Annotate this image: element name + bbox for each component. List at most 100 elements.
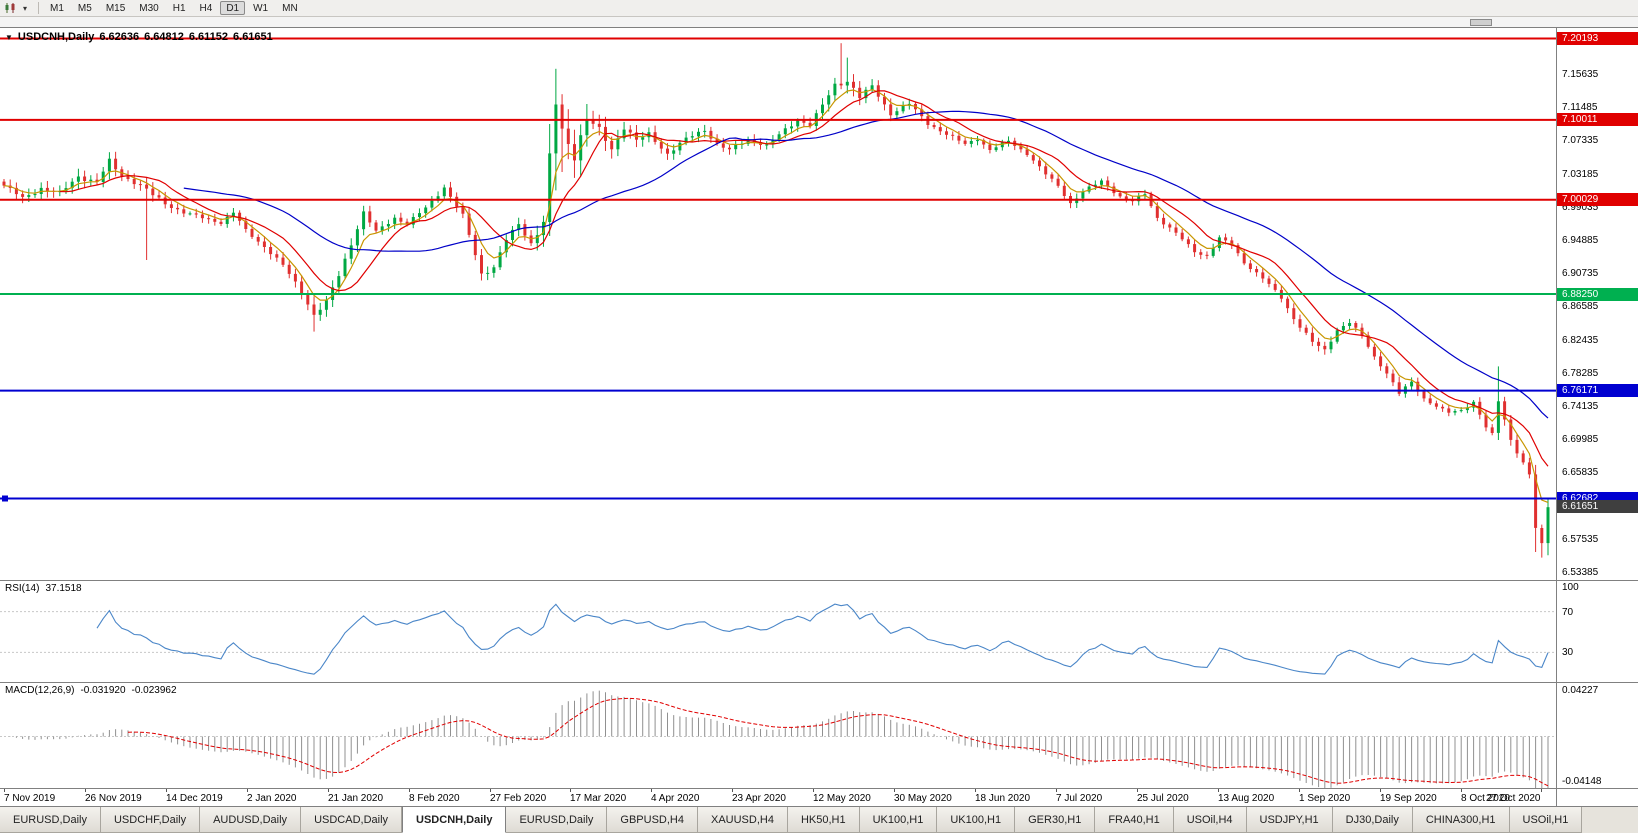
chart-tab-4-usdcnh-daily[interactable]: USDCNH,Daily <box>402 807 507 833</box>
macd-panel-plot[interactable]: MACD(12,26,9) -0.031920 -0.023962 <box>0 683 1556 788</box>
date-axis-row: 7 Nov 2019 26 Nov 2019 14 Dec 2019 2 Jan 20… <box>0 788 1638 806</box>
date-tick <box>813 789 814 792</box>
chart-tab-8-hk50-h1[interactable]: HK50,H1 <box>787 807 860 833</box>
date-tick <box>328 789 329 792</box>
date-axis-label: 27 Oct 2020 <box>1486 793 1541 804</box>
timeframe-button-m5[interactable]: M5 <box>77 3 92 14</box>
chart-type-dropdown-caret-icon[interactable]: ▾ <box>22 3 27 13</box>
chart-tab-11-ger30-h1[interactable]: GER30,H1 <box>1015 807 1096 833</box>
timeframe-button-d1[interactable]: D1 <box>220 1 246 15</box>
rsi-indicator-name: RSI(14) <box>5 583 40 594</box>
macd-indicator-name: MACD(12,26,9) <box>5 685 75 696</box>
hline-anchor-marker[interactable] <box>2 495 8 502</box>
chart-tab-13-usoil-h4[interactable]: USOil,H4 <box>1173 807 1247 833</box>
chart-tab-9-uk100-h1[interactable]: UK100,H1 <box>859 807 938 833</box>
price-axis-label: 6.57535 <box>1562 533 1599 545</box>
timeframe-button-m15[interactable]: M15 <box>105 3 126 14</box>
chart-tab-10-uk100-h1[interactable]: UK100,H1 <box>937 807 1016 833</box>
price-axis-label: 6.78285 <box>1562 367 1599 379</box>
date-axis-label: 25 Jul 2020 <box>1137 793 1189 804</box>
chart-tab-12-fra40-h1[interactable]: FRA40,H1 <box>1095 807 1174 833</box>
date-axis-label: 30 May 2020 <box>894 793 952 804</box>
price-tag-7.20193: 7.20193 <box>1557 31 1638 45</box>
timeframe-button-w1[interactable]: W1 <box>253 3 269 14</box>
price-axis-label: 6.86585 <box>1562 301 1599 313</box>
chart-tab-6-gbpusd-h4[interactable]: GBPUSD,H4 <box>607 807 698 833</box>
chart-type-icon[interactable] <box>3 2 19 15</box>
price-axis-label: 6.74135 <box>1562 400 1599 412</box>
macd-axis[interactable]: 0.04227 -0.04148 <box>1556 683 1638 788</box>
timeframe-button-h4[interactable]: H4 <box>199 3 213 14</box>
price-axis-label: 6.99035 <box>1562 201 1599 213</box>
chart-tab-15-dj30-daily[interactable]: DJ30,Daily <box>1332 807 1413 833</box>
top-toolbar: ▾ M1 M5 M15 M30 H1 H4 D1 W1 MN <box>0 0 1638 17</box>
ohlc-close: 6.61651 <box>233 31 273 43</box>
timeframe-button-h1[interactable]: H1 <box>172 3 186 14</box>
date-axis-label: 8 Oct 2020 <box>1461 793 1510 804</box>
date-axis-label: 4 Apr 2020 <box>651 793 700 804</box>
date-axis-label: 17 Mar 2020 <box>570 793 627 804</box>
macd-indicator-value: -0.031920 <box>80 685 126 696</box>
timeframe-buttons: M1 M5 M15 M30 H1 H4 D1 W1 MN <box>43 1 305 15</box>
price-axis-label: 6.94885 <box>1562 234 1599 246</box>
date-axis-label: 2 Jan 2020 <box>247 793 297 804</box>
price-axis-label: 6.69985 <box>1562 434 1599 446</box>
date-axis-label: 21 Jan 2020 <box>328 793 384 804</box>
chart-tab-14-usdjpy-h1[interactable]: USDJPY,H1 <box>1246 807 1333 833</box>
chart-tab-0-eurusd-daily[interactable]: EURUSD,Daily <box>0 807 101 833</box>
chart-tab-2-audusd-daily[interactable]: AUDUSD,Daily <box>200 807 302 833</box>
date-axis[interactable]: 7 Nov 2019 26 Nov 2019 14 Dec 2019 2 Jan 20… <box>0 789 1556 806</box>
chart-tabbar: EURUSD,Daily USDCHF,Daily AUDUSD,Daily USDC… <box>0 806 1638 833</box>
chart-tab-17-usoil-h1[interactable]: USOil,H1 <box>1509 807 1583 833</box>
ma-line-5 <box>3 88 1549 503</box>
chart-dropdown-icon[interactable]: ▼ <box>5 32 13 42</box>
chart-tab-5-eurusd-daily[interactable]: EURUSD,Daily <box>506 807 608 833</box>
date-axis-label: 8 Feb 2020 <box>409 793 460 804</box>
price-axis[interactable]: 7.15635 7.11485 7.07335 7.03185 6.99035 6.948… <box>1556 28 1638 580</box>
date-tick <box>1380 789 1381 792</box>
rsi-indicator-value: 37.1518 <box>45 583 82 594</box>
chart-tab-7-xauusd-h4[interactable]: XAUUSD,H4 <box>697 807 788 833</box>
rsi-line <box>96 603 1549 675</box>
rsi-panel-row: RSI(14) 37.1518 100 70 30 <box>0 580 1638 682</box>
axis-corner <box>1556 789 1638 806</box>
date-axis-label: 19 Sep 2020 <box>1380 793 1437 804</box>
date-axis-label: 27 Feb 2020 <box>490 793 547 804</box>
date-tick <box>247 789 248 792</box>
date-tick <box>4 789 5 792</box>
chart-tab-1-usdchf-daily[interactable]: USDCHF,Daily <box>100 807 201 833</box>
chart-tab-3-usdcad-daily[interactable]: USDCAD,Daily <box>301 807 403 833</box>
date-axis-label: 26 Nov 2019 <box>85 793 142 804</box>
timeframe-button-mn[interactable]: MN <box>282 3 298 14</box>
rsi-panel-plot[interactable]: RSI(14) 37.1518 <box>0 581 1556 682</box>
date-tick <box>732 789 733 792</box>
main-chart-plot[interactable]: ▼ USDCNH,Daily 6.62636 6.64812 6.61152 6… <box>0 28 1556 580</box>
chart-tab-16-china300-h1[interactable]: CHINA300,H1 <box>1412 807 1510 833</box>
macd-axis-label: 0.04227 <box>1562 685 1599 696</box>
chart-symbol-label: USDCNH,Daily <box>17 31 95 43</box>
hscrollbar-thumb[interactable] <box>1470 19 1492 26</box>
price-tag-7.10011: 7.10011 <box>1557 113 1638 127</box>
date-tick <box>1218 789 1219 792</box>
timeframe-button-m30[interactable]: M30 <box>139 3 159 14</box>
ohlc-high: 6.64812 <box>144 31 184 43</box>
current-price-tag: 6.61651 <box>1557 500 1638 514</box>
rsi-axis-label: 70 <box>1562 606 1574 618</box>
macd-axis-label: -0.04148 <box>1562 776 1602 787</box>
rsi-axis[interactable]: 100 70 30 <box>1556 581 1638 682</box>
date-tick <box>1461 789 1462 792</box>
timeframe-button-m1[interactable]: M1 <box>50 3 64 14</box>
date-tick <box>1137 789 1138 792</box>
date-axis-label: 1 Sep 2020 <box>1299 793 1351 804</box>
date-axis-label: 7 Nov 2019 <box>4 793 56 804</box>
price-axis-label: 7.11485 <box>1562 102 1598 114</box>
date-axis-label: 12 May 2020 <box>813 793 871 804</box>
macd-signal-value: -0.023962 <box>131 685 177 696</box>
date-tick <box>85 789 86 792</box>
rsi-axis-label: 100 <box>1562 582 1579 593</box>
chart-hscrollbar[interactable] <box>0 17 1638 28</box>
ma-line-30 <box>183 110 1549 419</box>
price-axis-label: 7.07335 <box>1562 135 1599 147</box>
price-axis-label: 6.82435 <box>1562 334 1599 346</box>
